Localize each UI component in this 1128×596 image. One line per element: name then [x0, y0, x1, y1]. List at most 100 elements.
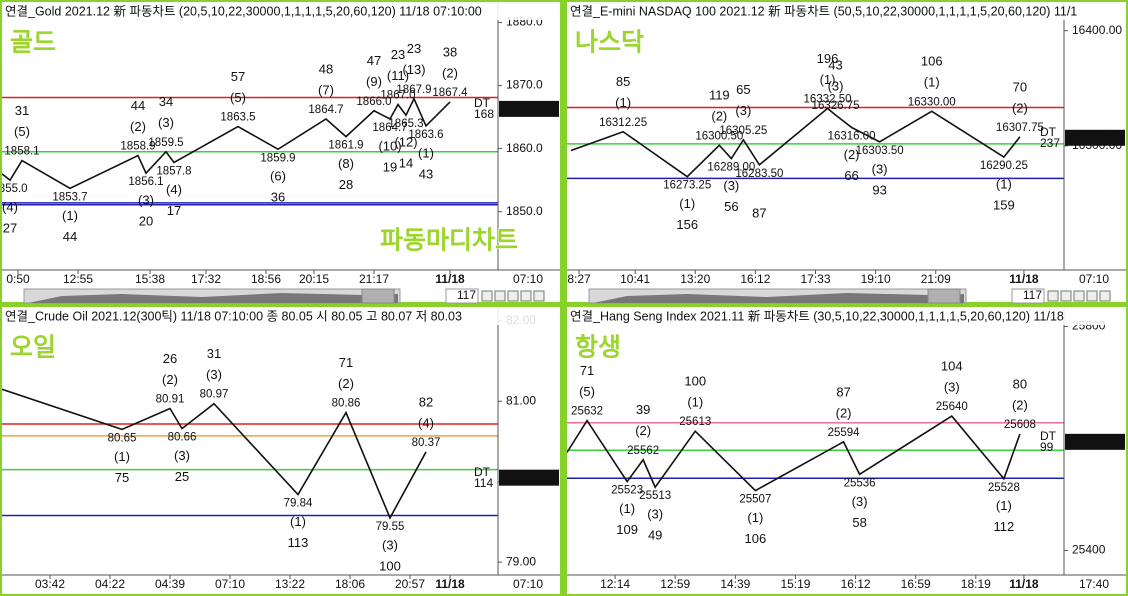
pivot-price: 16289.00: [707, 162, 755, 174]
y-tick-label: 79.00: [506, 554, 536, 568]
chart-name: 오일: [10, 334, 56, 362]
scroll-button[interactable]: [494, 290, 506, 302]
pivot-price: 25513: [639, 490, 671, 502]
pivot-price: 16326.75: [812, 100, 860, 112]
wave-count: 39: [636, 402, 650, 417]
wave-number: (5): [230, 90, 246, 105]
x-tick-label: 10:41: [620, 272, 650, 286]
pivot-price: 80.91: [156, 394, 185, 406]
x-tick-label: 13:22: [275, 577, 305, 591]
wave-number: (8): [338, 156, 354, 171]
zoom-value: 117: [457, 288, 476, 302]
scroll-button[interactable]: [507, 290, 519, 302]
wave-number: (4): [418, 415, 434, 430]
wave-number: (3): [828, 78, 844, 93]
wave-count: 58: [852, 515, 866, 530]
title-background: [567, 307, 1126, 325]
plot-area: 1855.0(4)271858.1(5)311853.7(1)441858.9(…: [2, 41, 498, 244]
wave-number: (3): [174, 448, 190, 463]
x-tick-label: 12:14: [600, 577, 630, 591]
panel-background: [2, 307, 560, 594]
wave-count: 156: [676, 217, 698, 232]
x-tick-label: 07:10: [215, 577, 245, 591]
wave-count: 19: [383, 159, 397, 174]
x-tick-label: 04:39: [155, 577, 185, 591]
title-background: [2, 307, 560, 325]
scroll-button[interactable]: [1099, 290, 1111, 302]
wave-number: (1): [114, 449, 130, 464]
wave-count: 100: [379, 558, 401, 573]
y-tick-label: 81.00: [506, 393, 536, 407]
wave-count: 82: [419, 394, 433, 409]
wave-number: (2): [635, 423, 651, 438]
wave-number: (2): [162, 372, 178, 387]
pivot-price: 25562: [627, 445, 659, 457]
current-price-box: [1065, 129, 1125, 146]
wave-count: 113: [288, 535, 309, 550]
zoom-value: 117: [1023, 288, 1042, 302]
wave-number: (1): [820, 72, 836, 87]
x-tick-label: 21:09: [921, 272, 951, 286]
wave-number: (1): [687, 395, 703, 410]
x-tick-label: 21:17: [359, 272, 389, 286]
wave-number: (1): [679, 196, 695, 211]
wave-count: 31: [207, 346, 221, 361]
scroll-button[interactable]: [1086, 290, 1098, 302]
wave-count: 20: [139, 214, 153, 229]
end-label: DT: [474, 96, 491, 110]
last-time-label: 17:40: [1079, 577, 1109, 591]
x-tick-label: 18:56: [251, 272, 281, 286]
x-tick-label: 20:15: [299, 272, 329, 286]
scroll-thumb[interactable]: [927, 288, 961, 304]
scroll-button[interactable]: [1060, 290, 1072, 302]
pivot-price: 1864.7: [372, 122, 407, 134]
pivot-price: 16307.75: [996, 122, 1044, 134]
end-label: 168: [474, 107, 494, 121]
x-tick-label: 16:59: [901, 577, 931, 591]
wave-number: (1): [996, 177, 1012, 192]
scroll-overview: [28, 293, 398, 303]
wave-count: 75: [115, 470, 129, 485]
end-label: DT: [1040, 429, 1057, 443]
title-background: [567, 2, 1126, 20]
title-background: [2, 2, 560, 20]
pivot-price: 79.84: [284, 498, 313, 510]
pivot-price: 80.97: [200, 389, 229, 401]
wave-number: (3): [723, 178, 739, 193]
wave-number: (3): [158, 115, 174, 130]
pivot-price: 16305.25: [719, 125, 767, 137]
x-tick-label: 12:59: [660, 577, 690, 591]
x-tick-label: 11/18: [1009, 272, 1039, 286]
wave-number: (4): [2, 200, 18, 215]
wave-count: 34: [159, 94, 173, 109]
scroll-button[interactable]: [1073, 290, 1085, 302]
x-tick-label: 04:22: [95, 577, 125, 591]
pivot-price: 25528: [988, 482, 1020, 494]
zoom-box[interactable]: [1011, 288, 1045, 304]
current-price-box: [1065, 433, 1125, 450]
x-tick-label: 11/18: [435, 577, 465, 591]
scroll-button[interactable]: [533, 290, 545, 302]
wave-count: 93: [872, 182, 886, 197]
wave-number: (1): [290, 514, 306, 529]
pivot-price: 1858.9: [120, 141, 155, 153]
x-tick-label: 15:19: [780, 577, 810, 591]
wave-count: 119: [709, 88, 730, 103]
scroll-thumb[interactable]: [361, 288, 395, 304]
plot-area: 80.65 (1) 75 80.91 (2) 26 80.66 (3) 25 80.97 (3) 31…: [2, 346, 498, 573]
pivot-price: 16273.25: [663, 180, 711, 192]
scroll-button[interactable]: [481, 290, 493, 302]
x-tick-label: 03:42: [35, 577, 65, 591]
panel-background: [567, 2, 1126, 302]
scroll-button[interactable]: [520, 290, 532, 302]
wave-number: (10): [378, 138, 401, 153]
zoom-box[interactable]: [445, 288, 479, 304]
plot-area: 25632 (5) 71 25523 (1) 109 25562 (2) 39 25513 (3) 4…: [567, 359, 1064, 546]
x-tick-label: 8:27: [567, 272, 591, 286]
panel: 25632 (5) 71 25523 (1) 109 25562 (2) 39 25513 (3) 4…: [567, 307, 1126, 594]
wave-number: (1): [619, 501, 635, 516]
x-tick-label: 11/18: [1009, 577, 1039, 591]
wave-count: 57: [231, 69, 245, 84]
pivot-price: 1867.9: [396, 84, 431, 96]
scroll-button[interactable]: [1047, 290, 1059, 302]
